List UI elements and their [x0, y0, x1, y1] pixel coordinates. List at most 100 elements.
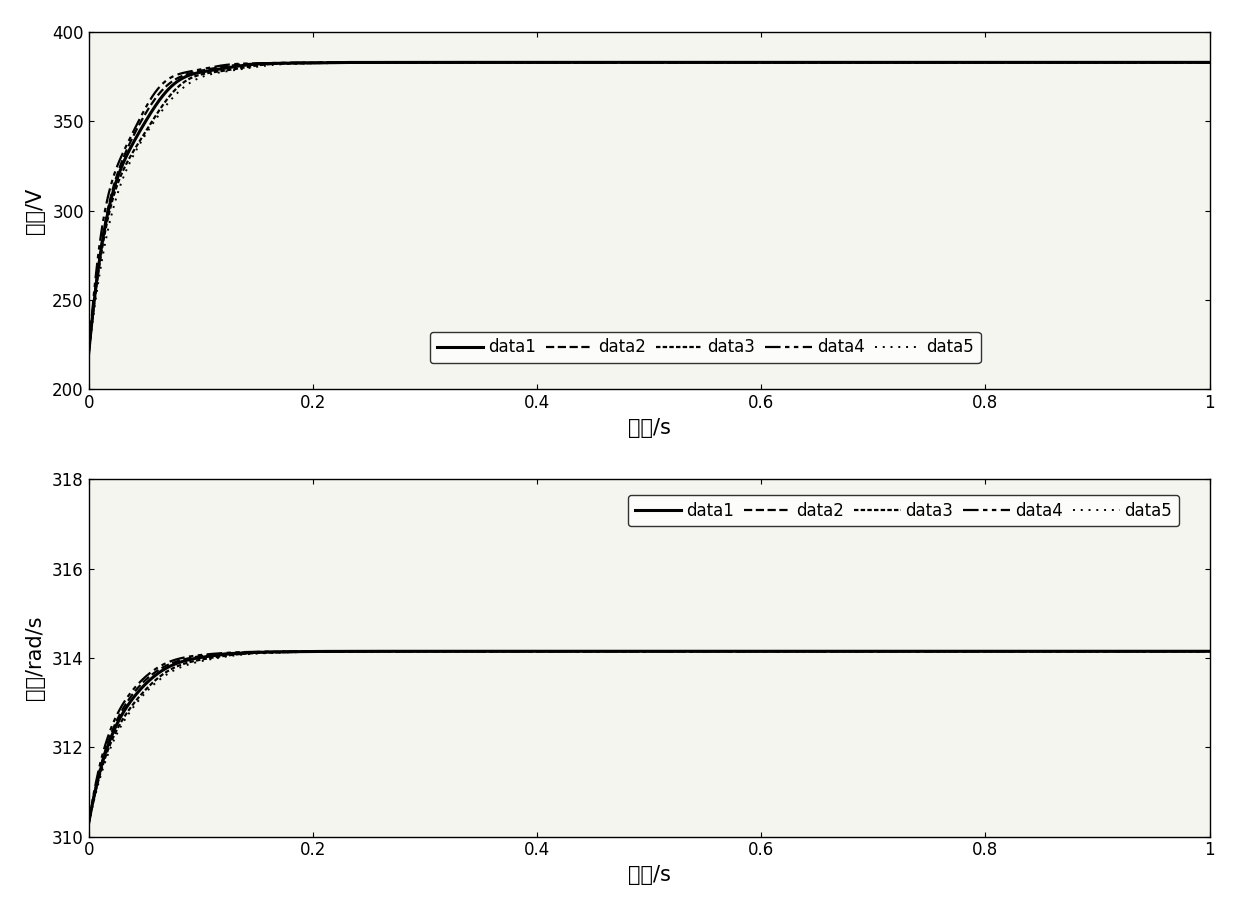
- data2: [1203, 646, 1218, 657]
- data5: [210, 652, 224, 663]
- data3: [1060, 57, 1075, 68]
- data5: [275, 58, 290, 69]
- data2: [82, 818, 97, 829]
- data4: [511, 57, 526, 68]
- Line: data5: data5: [89, 652, 1210, 824]
- data5: [641, 57, 656, 68]
- Line: data1: data1: [89, 63, 1210, 353]
- data1: [210, 650, 224, 661]
- data3: [1060, 646, 1075, 657]
- data3: [608, 57, 622, 68]
- X-axis label: 时间/s: 时间/s: [627, 418, 671, 438]
- Line: data2: data2: [89, 63, 1210, 353]
- data1: [275, 646, 290, 657]
- data3: [210, 66, 224, 77]
- data5: [828, 646, 843, 657]
- data1: [511, 57, 526, 68]
- data5: [210, 67, 224, 78]
- data4: [82, 818, 97, 829]
- data4: [1203, 646, 1218, 657]
- data1: [1180, 646, 1195, 657]
- data2: [559, 646, 574, 657]
- data3: [1203, 646, 1218, 657]
- data2: [1059, 57, 1074, 68]
- data2: [559, 57, 574, 68]
- data2: [511, 57, 526, 68]
- data4: [1203, 57, 1218, 68]
- X-axis label: 时间/s: 时间/s: [627, 865, 671, 885]
- data1: [1180, 57, 1195, 68]
- data3: [275, 647, 290, 658]
- data4: [1180, 57, 1195, 68]
- data4: [1030, 646, 1045, 657]
- data5: [1060, 57, 1075, 68]
- data3: [1203, 57, 1218, 68]
- data2: [82, 348, 97, 359]
- data4: [559, 57, 574, 68]
- data4: [210, 648, 224, 659]
- data3: [511, 646, 526, 657]
- data4: [559, 646, 574, 657]
- data1: [275, 57, 290, 68]
- data3: [210, 652, 224, 662]
- Y-axis label: 电压/V: 电压/V: [25, 187, 45, 234]
- data2: [1203, 57, 1218, 68]
- data2: [511, 646, 526, 657]
- data2: [1180, 646, 1195, 657]
- data4: [210, 61, 224, 72]
- data5: [559, 646, 574, 657]
- data3: [559, 646, 574, 657]
- Line: data5: data5: [89, 63, 1210, 353]
- data1: [728, 57, 743, 68]
- Line: data2: data2: [89, 652, 1210, 824]
- data5: [1203, 646, 1218, 657]
- Line: data3: data3: [89, 63, 1210, 353]
- data3: [1180, 646, 1195, 657]
- data3: [275, 58, 290, 69]
- data3: [1180, 57, 1195, 68]
- data4: [82, 348, 97, 359]
- data1: [1203, 646, 1218, 657]
- Line: data1: data1: [89, 652, 1210, 824]
- Line: data4: data4: [89, 652, 1210, 824]
- data1: [82, 818, 97, 829]
- data1: [559, 57, 574, 68]
- data5: [511, 646, 526, 657]
- data1: [511, 646, 526, 657]
- data5: [559, 57, 574, 68]
- data3: [82, 818, 97, 829]
- data1: [1060, 646, 1075, 657]
- data4: [275, 57, 290, 68]
- data4: [511, 646, 526, 657]
- data1: [210, 64, 224, 75]
- data2: [275, 646, 290, 657]
- data3: [82, 348, 97, 359]
- data2: [1185, 57, 1200, 68]
- data1: [82, 348, 97, 359]
- data2: [1059, 646, 1074, 657]
- data5: [1203, 57, 1218, 68]
- data1: [1203, 57, 1218, 68]
- data1: [559, 646, 574, 657]
- Legend: data1, data2, data3, data4, data5: data1, data2, data3, data4, data5: [629, 495, 1179, 526]
- data5: [82, 348, 97, 359]
- data2: [275, 57, 290, 68]
- data2: [210, 649, 224, 660]
- data1: [973, 646, 988, 657]
- data2: [210, 62, 224, 73]
- data1: [1060, 57, 1075, 68]
- Line: data3: data3: [89, 652, 1210, 824]
- data5: [1180, 646, 1195, 657]
- data2: [1102, 646, 1117, 657]
- data5: [1060, 646, 1075, 657]
- data4: [1039, 57, 1054, 68]
- data3: [900, 646, 915, 657]
- data4: [275, 646, 290, 657]
- data5: [82, 818, 97, 829]
- Line: data4: data4: [89, 63, 1210, 353]
- data4: [1060, 646, 1075, 657]
- Y-axis label: 频率/rad/s: 频率/rad/s: [25, 616, 45, 700]
- data5: [1180, 57, 1195, 68]
- Legend: data1, data2, data3, data4, data5: data1, data2, data3, data4, data5: [430, 331, 981, 363]
- data4: [1060, 57, 1075, 68]
